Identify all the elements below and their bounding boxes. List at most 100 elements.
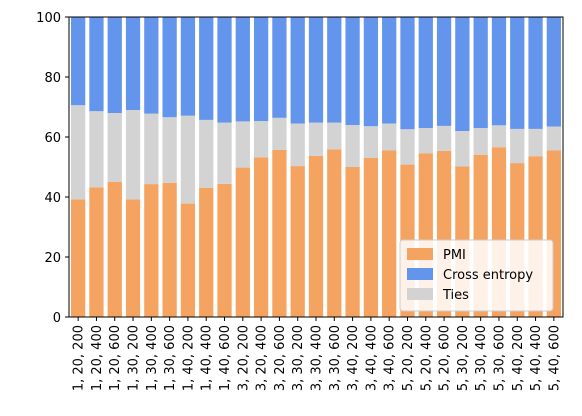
legend-label: Ties: [442, 288, 469, 303]
bar-segment: [144, 184, 159, 317]
x-tick-label: 5, 30, 400: [474, 325, 489, 391]
bar-segment: [217, 183, 232, 317]
x-tick-label: 5, 20, 600: [438, 325, 453, 391]
bar-segment: [89, 17, 104, 112]
bar-segment: [71, 17, 86, 106]
legend-label: PMI: [443, 248, 466, 263]
bar-segment: [510, 17, 525, 129]
x-tick-label: 3, 20, 400: [255, 325, 270, 391]
bar-segment: [253, 121, 269, 158]
bar-segment: [125, 17, 141, 110]
bar-segment: [308, 122, 324, 156]
bar-segment: [400, 129, 415, 165]
bar-segment: [455, 17, 470, 131]
x-tick-label: 3, 30, 600: [328, 325, 343, 391]
bar-segment: [382, 123, 397, 151]
y-tick-label: 20: [44, 251, 61, 266]
bar-segment: [180, 17, 196, 116]
bar-segment: [235, 17, 250, 122]
bar-segment: [144, 17, 159, 114]
x-tick-label: 3, 30, 400: [310, 325, 325, 391]
x-tick-label: 5, 20, 200: [401, 325, 416, 391]
x-tick-label: 3, 20, 600: [273, 325, 288, 391]
bar-segment: [253, 157, 269, 317]
bar-segment: [363, 126, 379, 158]
x-tick-label: 1, 40, 600: [218, 325, 233, 391]
bar-segment: [71, 199, 86, 317]
x-tick-label: 1, 20, 400: [90, 325, 105, 391]
bar-segment: [89, 111, 104, 188]
bar-segment: [180, 203, 196, 317]
legend: PMI Cross entropy Ties: [399, 239, 554, 312]
x-tick-label: 1, 20, 200: [72, 325, 87, 391]
bar-segment: [272, 17, 287, 118]
bar-segment: [272, 149, 287, 317]
y-tick-label: 100: [36, 11, 61, 26]
x-tick-label: 5, 40, 200: [511, 325, 526, 391]
bar-segment: [455, 131, 470, 167]
bar-segment: [180, 115, 196, 204]
bar-segment: [217, 122, 232, 184]
bar-segment: [290, 17, 305, 124]
y-axis: 0 20 40 60 80 100: [36, 11, 69, 326]
x-tick-label: 5, 40, 600: [547, 325, 562, 391]
x-tick-label: 3, 30, 200: [291, 325, 306, 391]
x-tick-label: 3, 40, 200: [346, 325, 361, 391]
bar-segment: [382, 17, 397, 124]
x-axis: 1, 20, 200 1, 20, 400 1, 20, 600 1, 30, 200…: [72, 317, 562, 391]
bar-segment: [491, 125, 507, 148]
bar-segment: [235, 167, 250, 317]
y-tick-label: 0: [53, 311, 61, 326]
legend-swatch: [407, 288, 433, 300]
bar-segment: [436, 17, 452, 126]
bar-segment: [217, 17, 232, 123]
bars-group: [71, 17, 561, 317]
bar-segment: [345, 17, 360, 125]
x-tick-label: 1, 30, 400: [145, 325, 160, 391]
bar-segment: [418, 17, 433, 128]
bar-segment: [327, 149, 342, 317]
bar-segment: [308, 155, 324, 317]
bar-segment: [345, 125, 360, 167]
bar-segment: [510, 128, 525, 164]
bar-segment: [528, 128, 543, 157]
y-tick-label: 40: [44, 191, 61, 206]
bar-segment: [546, 17, 561, 127]
x-tick-label: 5, 40, 400: [529, 325, 544, 391]
x-tick-label: 5, 30, 600: [492, 325, 507, 391]
bar-segment: [162, 117, 177, 183]
x-tick-label: 1, 40, 400: [200, 325, 215, 391]
bar-segment: [235, 121, 250, 168]
bar-segment: [290, 166, 305, 317]
bar-segment: [308, 17, 324, 123]
bar-segment: [199, 17, 214, 120]
bar-segment: [546, 126, 561, 151]
x-tick-label: 5, 20, 400: [419, 325, 434, 391]
bar-segment: [382, 150, 397, 317]
bar-segment: [363, 17, 379, 127]
bar-segment: [125, 199, 141, 317]
bar-segment: [272, 117, 287, 150]
legend-swatch: [407, 268, 433, 280]
bar-segment: [400, 17, 415, 130]
x-tick-label: 3, 40, 400: [364, 325, 379, 391]
x-tick-label: 1, 40, 200: [181, 325, 196, 391]
bar-segment: [491, 17, 507, 126]
bar-segment: [327, 122, 342, 150]
bar-segment: [107, 182, 122, 317]
legend-label: Cross entropy: [443, 268, 533, 283]
bar-segment: [89, 187, 104, 317]
legend-swatch: [407, 248, 433, 260]
x-tick-label: 1, 30, 200: [127, 325, 142, 391]
bar-segment: [71, 105, 86, 200]
bar-segment: [345, 167, 360, 317]
y-tick-label: 80: [44, 71, 61, 86]
bar-segment: [473, 17, 488, 128]
bar-segment: [436, 125, 452, 151]
bar-segment: [162, 17, 177, 118]
bar-segment: [290, 123, 305, 167]
legend-box: [399, 239, 554, 312]
bar-segment: [107, 17, 122, 113]
bar-segment: [327, 17, 342, 123]
